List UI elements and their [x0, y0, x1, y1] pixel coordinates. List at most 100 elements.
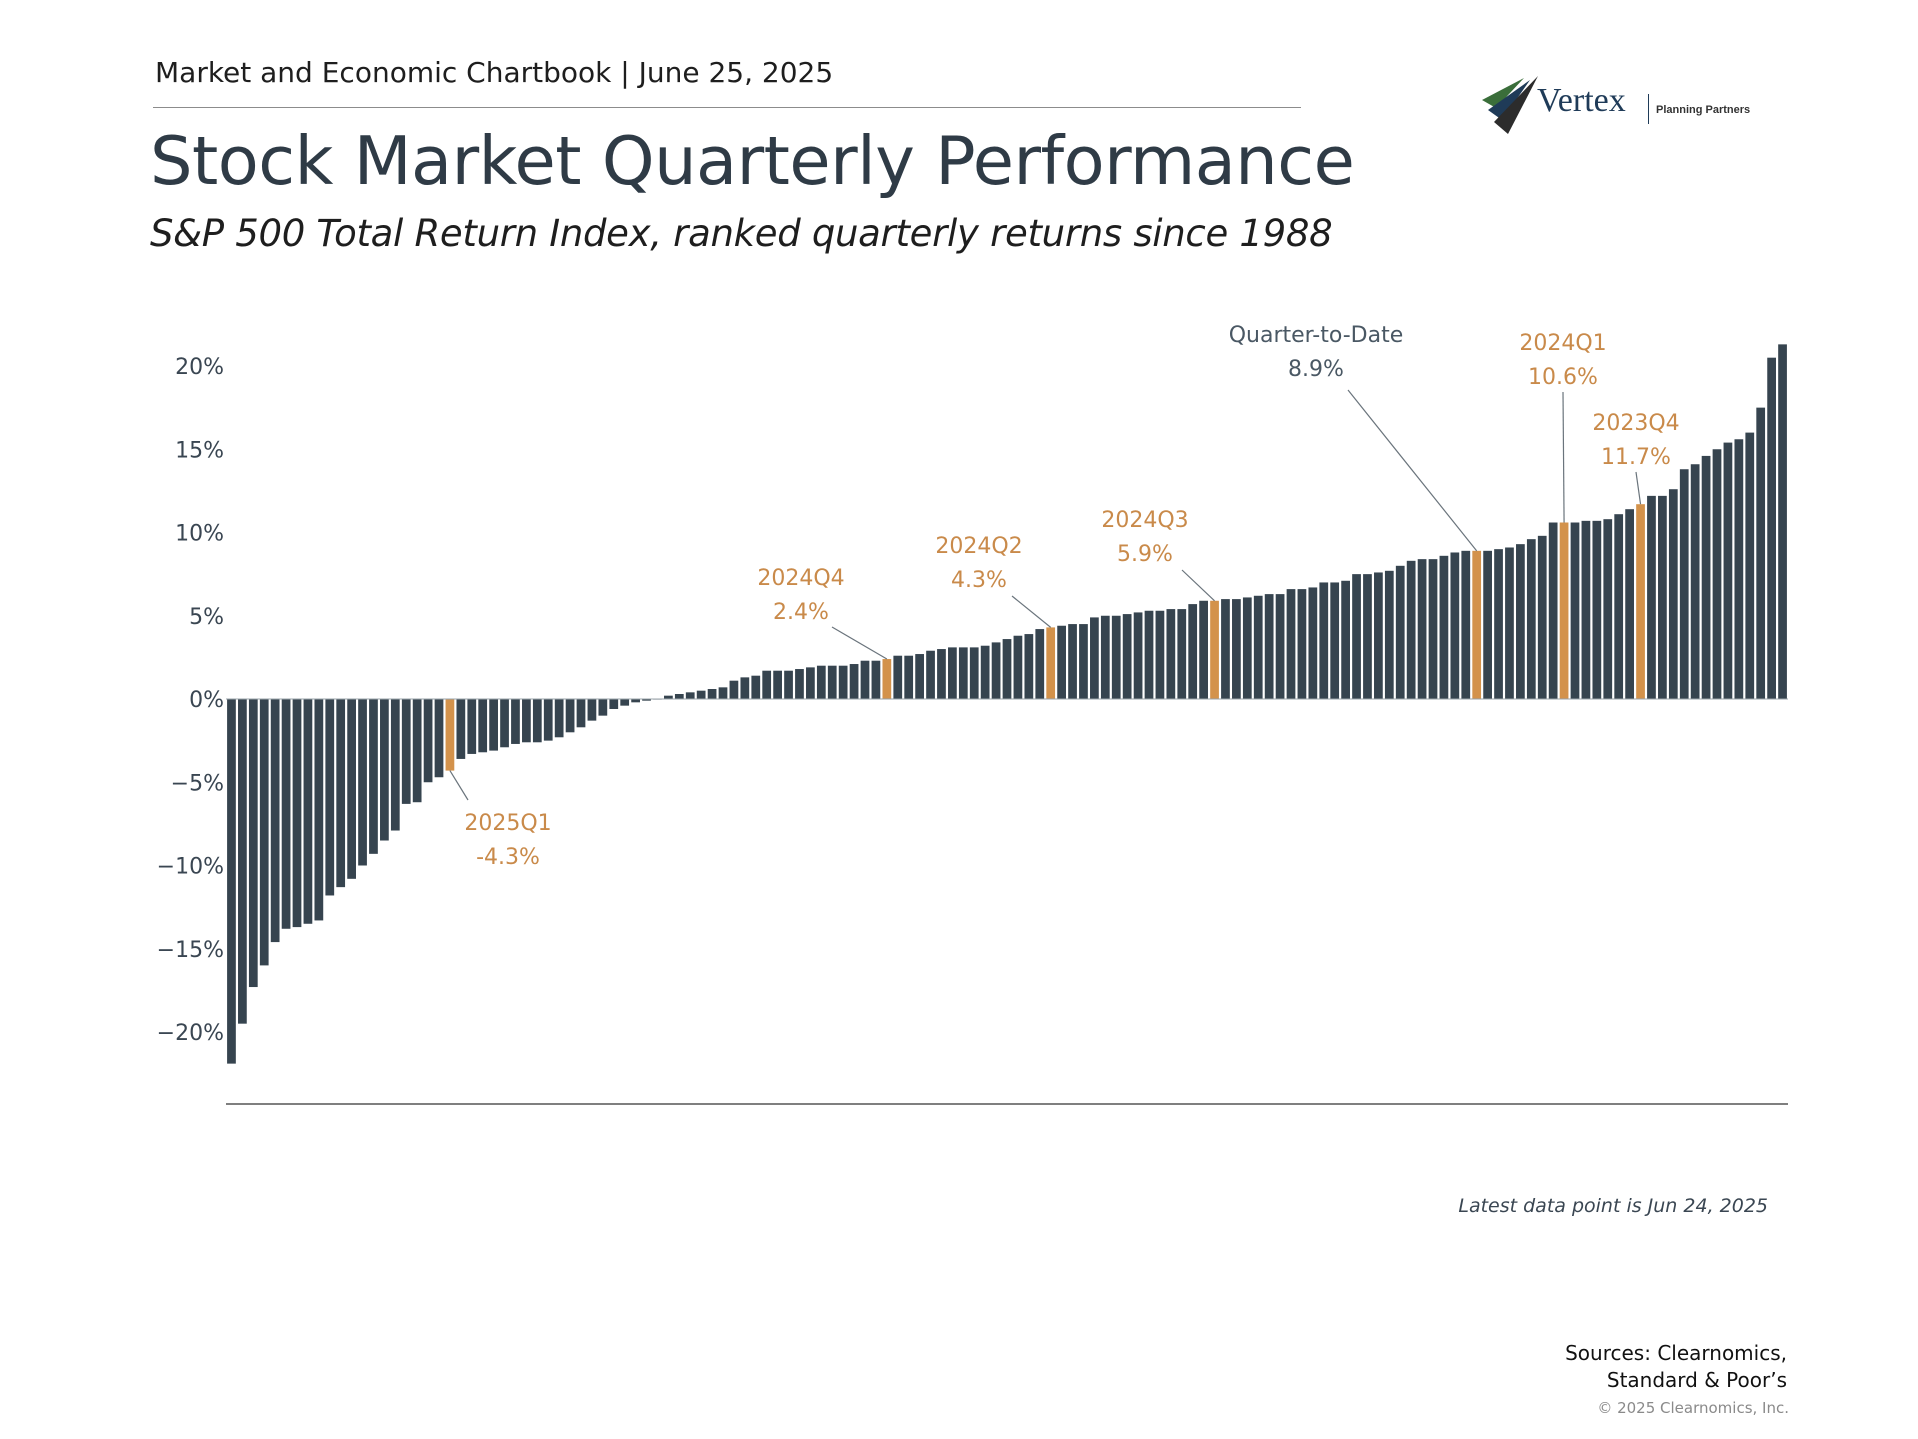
bar: [259, 699, 269, 966]
annotation-leader-line: [1562, 391, 1565, 523]
bar: [620, 699, 630, 706]
bar: [434, 699, 444, 778]
bar: [532, 699, 542, 743]
bar: [1614, 514, 1624, 699]
bar: [598, 699, 608, 716]
bar: [1516, 544, 1525, 699]
bar: [1406, 560, 1416, 699]
y-tick-label: 5%: [189, 605, 224, 630]
annotation-leader-line: [1347, 389, 1478, 552]
bar: [1264, 594, 1274, 699]
logo-name: Vertex: [1537, 82, 1626, 119]
bar: [238, 699, 247, 1024]
annotation-value: 5.9%: [1117, 542, 1173, 567]
bars-group: [227, 344, 1787, 1064]
annotation-label: 2024Q2: [935, 534, 1022, 559]
bar: [1428, 559, 1438, 699]
vertex-mark-icon: [1482, 76, 1538, 134]
bar: [1603, 519, 1613, 699]
bar: [1581, 520, 1591, 699]
bar: [1297, 589, 1307, 699]
bar: [412, 699, 422, 803]
bar: [740, 677, 750, 699]
bar: [1024, 634, 1034, 699]
bar: [281, 699, 291, 929]
bar: [380, 699, 389, 841]
bar: [292, 699, 302, 928]
annotations-group: 2025Q1 -4.3% 2024Q4 2.4% 2024Q2 4.3% 2024Q3 5.9…: [449, 323, 1680, 870]
bar: [1647, 495, 1656, 699]
bar: [467, 699, 477, 754]
bar: [871, 660, 881, 699]
bar: [1548, 522, 1558, 699]
bar: [390, 699, 400, 831]
bar: [696, 690, 706, 699]
bar: [827, 665, 837, 699]
bar: [1592, 520, 1602, 699]
bar: [358, 699, 367, 866]
y-tick-label: 10%: [175, 522, 224, 547]
bar: [915, 654, 924, 699]
highlighted-bar: [1636, 504, 1645, 699]
bar: [762, 670, 772, 699]
annotation-value: 4.3%: [951, 568, 1007, 593]
annotation-value: 11.7%: [1601, 445, 1671, 470]
bar: [325, 699, 335, 896]
annotation-leader-line: [449, 770, 469, 801]
page-title: Stock Market Quarterly Performance: [150, 122, 1355, 200]
highlighted-bar: [445, 699, 455, 771]
bar: [609, 699, 619, 709]
y-tick-label: −20%: [157, 1021, 224, 1046]
highlighted-bar: [1210, 600, 1219, 699]
annotation-leader-line: [1635, 471, 1642, 505]
bar: [1384, 570, 1394, 699]
y-tick-label: −15%: [157, 938, 224, 963]
header-rule: [153, 107, 1301, 108]
annotation-label: 2024Q3: [1101, 508, 1188, 533]
y-tick-label: −10%: [157, 855, 224, 880]
bar: [1712, 449, 1722, 699]
bar: [1461, 550, 1471, 700]
highlighted-bar: [1046, 627, 1056, 699]
bar: [227, 699, 236, 1064]
bar: [1570, 522, 1580, 699]
bar: [838, 665, 848, 699]
latest-data-note: Latest data point is Jun 24, 2025: [1458, 1195, 1768, 1217]
sources-line-2: Standard & Poor’s: [1606, 1368, 1787, 1392]
bar: [806, 667, 815, 699]
bar: [926, 650, 935, 699]
bar: [1745, 432, 1755, 699]
page-subtitle: S&P 500 Total Return Index, ranked quart…: [150, 212, 1333, 255]
sources-line-1: Sources: Clearnomics,: [1565, 1341, 1787, 1365]
logo-divider: [1648, 94, 1649, 124]
bar: [1155, 610, 1165, 699]
bar: [1658, 495, 1667, 699]
bar: [718, 687, 728, 699]
bar: [347, 699, 356, 879]
bar: [948, 647, 957, 699]
bar: [1417, 559, 1427, 699]
bar: [336, 699, 346, 888]
bar: [1188, 604, 1198, 700]
bar: [1242, 597, 1252, 699]
annotation-value: 8.9%: [1288, 357, 1344, 382]
annotation-label: 2024Q1: [1519, 331, 1606, 356]
bar: [1068, 624, 1077, 699]
bar: [904, 655, 914, 699]
bar: [631, 699, 640, 703]
vertex-logo: Vertex Planning Partners: [1480, 72, 1780, 142]
bar: [1122, 614, 1132, 699]
bar: [1199, 600, 1208, 699]
bar: [576, 699, 586, 728]
highlighted-bar: [1559, 522, 1569, 699]
bar: [1221, 599, 1230, 699]
y-tick-label: 0%: [189, 688, 224, 713]
bar: [1537, 535, 1547, 699]
bar: [1308, 587, 1318, 699]
annotation-label: Quarter-to-Date: [1229, 323, 1404, 348]
bar: [937, 649, 946, 699]
annotation-value: -4.3%: [476, 845, 540, 870]
bar: [969, 647, 979, 699]
bar: [1679, 469, 1689, 699]
